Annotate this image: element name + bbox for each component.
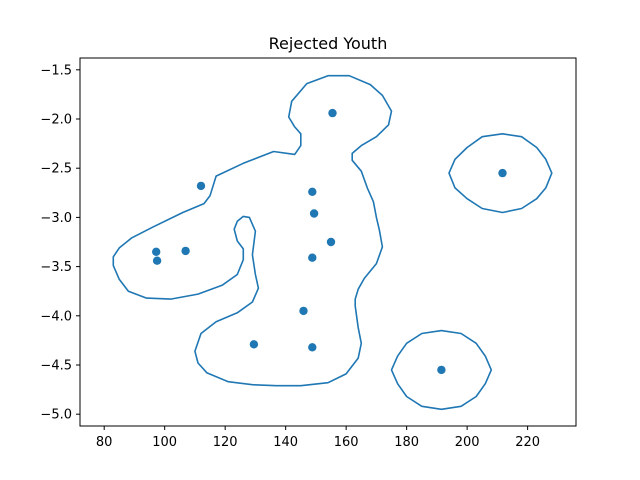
scatter-point xyxy=(181,246,190,256)
scatter-point xyxy=(299,306,308,316)
x-tick-label: 160 xyxy=(334,435,359,450)
point-layer xyxy=(152,108,507,375)
y-tick-label: −3.0 xyxy=(40,211,72,226)
scatter-point xyxy=(249,340,259,349)
y-tick-label: −1.5 xyxy=(40,63,72,78)
x-tick-label: 180 xyxy=(394,435,419,450)
scatter-point xyxy=(152,256,162,265)
scatter-point xyxy=(308,343,317,352)
plot-frame xyxy=(79,57,577,427)
y-tick-label: −4.5 xyxy=(40,358,72,373)
contour-layer xyxy=(112,74,553,411)
y-tick-label: −2.0 xyxy=(40,113,72,128)
scatter-point xyxy=(308,253,317,262)
contour-line xyxy=(390,329,493,411)
contour-line xyxy=(112,74,393,387)
x-tick-label: 140 xyxy=(273,435,298,450)
scatter-point xyxy=(196,181,206,191)
y-tick-label: −4.0 xyxy=(40,309,72,324)
chart-title: Rejected Youth xyxy=(269,34,388,53)
x-tick-label: 80 xyxy=(96,435,113,450)
x-tick-label: 200 xyxy=(455,435,480,450)
contour-line xyxy=(448,133,553,214)
scatter-point xyxy=(498,168,507,178)
scatter-point xyxy=(152,247,161,256)
y-tick-label: −3.5 xyxy=(40,260,72,275)
y-axis: −1.5 −2.0 −2.5 −3.0 −3.5 −4.0 −4.5 −5.0 xyxy=(40,63,80,423)
scatter-point xyxy=(309,209,319,218)
y-tick-label: −5.0 xyxy=(40,408,72,423)
scatter-point xyxy=(328,108,337,118)
x-tick-label: 100 xyxy=(152,435,177,450)
scatter-point xyxy=(437,365,446,375)
x-axis: 80 100 120 140 160 180 200 220 xyxy=(96,426,540,450)
x-tick-label: 120 xyxy=(213,435,238,450)
scatter-point xyxy=(326,237,336,247)
x-tick-label: 220 xyxy=(515,435,540,450)
scatter-point xyxy=(308,187,317,196)
y-tick-label: −2.5 xyxy=(40,162,72,177)
